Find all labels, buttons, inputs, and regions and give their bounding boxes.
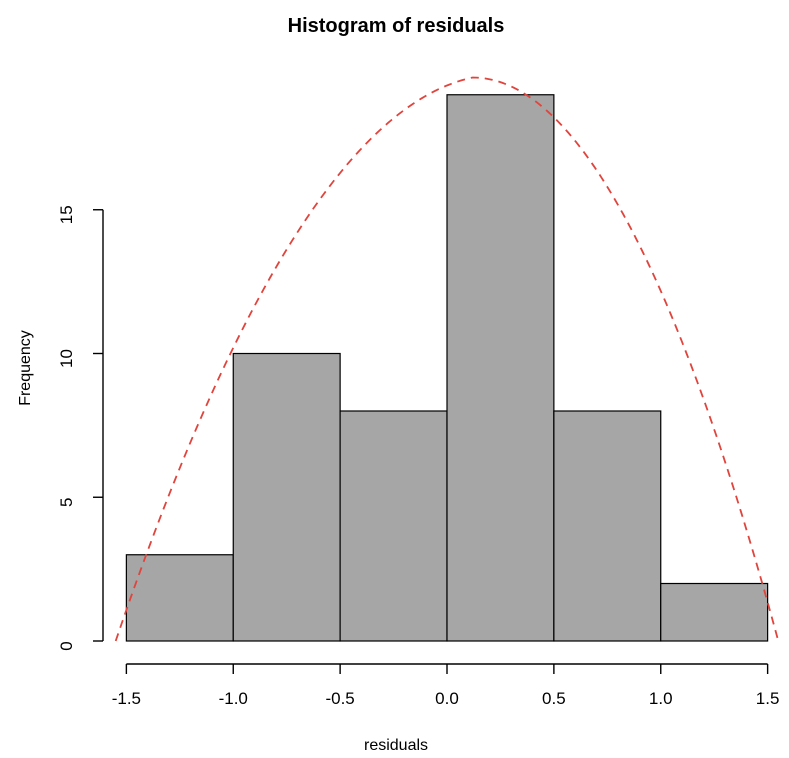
x-tick-label-5: 1.0 [649,689,673,708]
histogram-bar-2 [339,410,448,642]
x-axis-label: residuals [364,737,428,754]
x-tick-label-1: -1.0 [219,689,248,708]
histogram-bars [125,94,769,642]
x-tick-label-0: -1.5 [112,689,141,708]
fit-curve [114,76,780,642]
y-axis: 0 5 10 15 [57,205,104,651]
histogram-bar-5 [660,582,769,642]
y-tick-label-0: 0 [57,641,76,650]
histogram-bar-1 [232,352,341,642]
histogram-bar-0 [125,554,234,642]
x-tick-label-4: 0.5 [542,689,566,708]
histogram-bar-3 [446,94,555,642]
fit-curve-layer [114,76,780,642]
chart-title: Histogram of residuals [288,15,505,37]
y-tick-label-2: 10 [57,349,76,368]
x-tick-label-6: 1.5 [756,689,780,708]
x-axis: -1.5 -1.0 -0.5 0.0 0.5 1.0 1.5 [112,663,780,708]
x-tick-label-3: 0.0 [435,689,459,708]
y-tick-label-3: 15 [57,205,76,224]
histogram-bar-4 [553,410,662,642]
y-axis-label: Frequency [17,330,34,406]
y-tick-label-1: 5 [57,498,76,507]
x-tick-label-2: -0.5 [325,689,354,708]
